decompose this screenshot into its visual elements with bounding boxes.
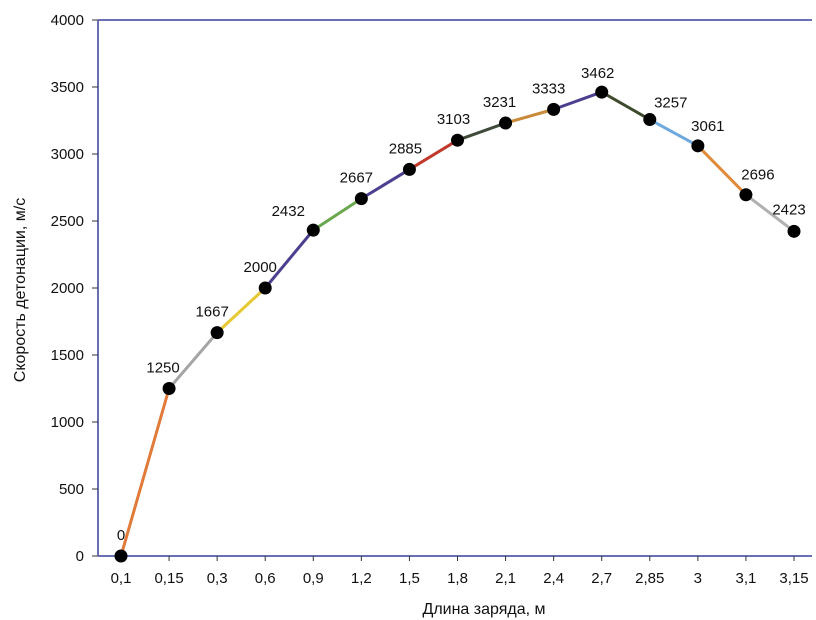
x-axis-title: Длина заряда, м: [422, 601, 545, 618]
x-tick-label: 1,2: [351, 570, 372, 587]
data-point: [451, 133, 464, 147]
x-tick-label: 0,3: [207, 570, 228, 587]
line-segment: [696, 144, 748, 197]
data-point: [258, 281, 272, 295]
data-label: 2667: [340, 170, 373, 187]
data-label: 3061: [691, 118, 724, 135]
data-point: [162, 382, 176, 395]
x-tick-label: 1,8: [447, 570, 468, 587]
data-point: [354, 192, 368, 206]
x-tick-label: 3: [694, 570, 702, 587]
x-axis-ticks: 0,1 0,15 0,3 0,6 0,9 1,2 1,5 1,8 2,1 2,4 2,7 2,85 3 3…: [111, 556, 809, 587]
line-segment: [648, 118, 700, 148]
data-point: [691, 139, 705, 153]
data-label: 3462: [581, 65, 614, 82]
data-point: [402, 162, 416, 176]
data-point: [739, 188, 753, 202]
data-point: [499, 116, 513, 130]
data-label: 2432: [272, 203, 305, 220]
x-tick-label: 2,7: [591, 570, 612, 587]
data-label: 1250: [146, 360, 179, 377]
line-segment: [456, 121, 508, 142]
y-tick-label: 2000: [51, 280, 84, 297]
series-markers: [114, 85, 801, 563]
line-segment: [504, 107, 556, 125]
data-point: [643, 113, 657, 127]
y-axis-title: Скорость детонации, м/с: [12, 198, 29, 382]
line-segment: [744, 193, 796, 233]
series-lines: [119, 90, 796, 558]
x-tick-label: 2,1: [495, 570, 516, 587]
data-label: 3257: [654, 95, 687, 112]
line-segment: [167, 331, 219, 390]
line-segment: [263, 228, 315, 290]
line-segment: [215, 286, 267, 335]
x-tick-label: 3,1: [735, 570, 756, 587]
data-label: 2000: [244, 259, 277, 276]
x-tick-label: 3,15: [779, 570, 808, 587]
x-tick-label: 2,4: [543, 570, 564, 587]
x-tick-label: 0,6: [255, 570, 276, 587]
data-label: 0: [117, 527, 125, 544]
line-segment: [311, 197, 363, 232]
y-axis-ticks: 0 500 1000 1500 2000 2500 3000 3500 4000: [51, 12, 98, 565]
data-label: 3231: [483, 94, 516, 111]
data-point: [595, 85, 609, 99]
y-tick-label: 1000: [51, 414, 84, 431]
y-tick-label: 500: [59, 481, 84, 498]
data-label: 1667: [195, 304, 228, 321]
y-tick-label: 3500: [51, 79, 84, 96]
x-tick-label: 0,1: [111, 570, 132, 587]
y-tick-label: 2500: [51, 213, 84, 230]
line-segment: [407, 138, 459, 171]
line-segment: [600, 90, 652, 122]
x-tick-label: 0,9: [303, 570, 324, 587]
data-label: 2423: [772, 201, 805, 218]
data-point: [114, 549, 128, 563]
data-labels: 0 1250 1667 2000 2432 2667 2885 3103 3231 3333 346…: [117, 65, 806, 544]
y-tick-label: 0: [76, 548, 84, 565]
y-tick-label: 1500: [51, 347, 84, 364]
data-label: 3103: [437, 111, 470, 128]
y-tick-label: 3000: [51, 146, 84, 163]
x-tick-label: 1,5: [399, 570, 420, 587]
data-label: 2885: [389, 140, 422, 157]
x-tick-label: 0,15: [154, 570, 183, 587]
data-point: [306, 223, 320, 237]
line-segment: [119, 387, 171, 558]
y-tick-label: 4000: [51, 12, 84, 29]
data-point: [547, 102, 561, 116]
data-point: [787, 224, 801, 238]
data-label: 3333: [532, 80, 565, 97]
line-segment: [359, 167, 411, 201]
line-segment: [552, 90, 604, 111]
x-tick-label: 2,85: [635, 570, 664, 587]
data-point: [210, 326, 224, 340]
plot-frame: [97, 19, 812, 557]
data-label: 2696: [741, 167, 774, 184]
